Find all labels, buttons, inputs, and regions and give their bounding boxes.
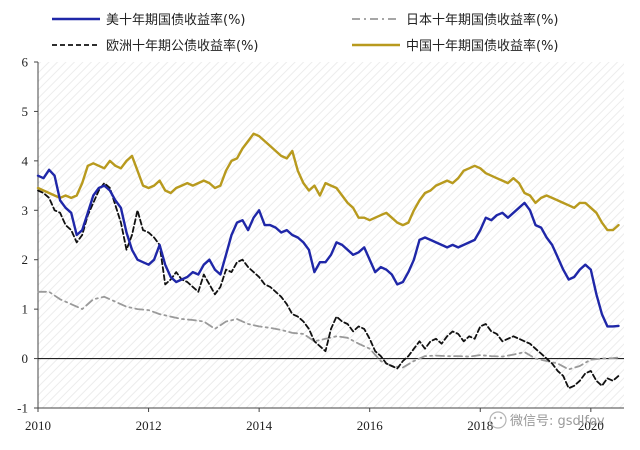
y-tick-label: 4 <box>22 153 29 168</box>
y-tick-label: -1 <box>17 401 28 416</box>
y-tick-label: 1 <box>22 302 29 317</box>
legend-label-europe: 欧洲十年期公债收益率(%) <box>106 38 259 54</box>
x-tick-label: 2014 <box>246 418 273 433</box>
watermark-text: 微信号: gsdlfov <box>510 414 605 429</box>
y-tick-label: 0 <box>22 351 29 366</box>
x-tick-label: 2016 <box>357 418 384 433</box>
legend-label-japan: 日本十年期国债收益率(%) <box>406 12 559 28</box>
y-tick-label: 2 <box>22 252 29 267</box>
wechat-icon-eye-left <box>493 416 497 420</box>
series-line-us <box>36 168 620 328</box>
x-tick-label: 2010 <box>25 418 51 433</box>
series-lines <box>36 132 620 390</box>
wechat-icon <box>489 411 507 429</box>
legend-label-us: 美十年期国债收益率(%) <box>106 12 246 28</box>
legend-label-china: 中国十年期国债收益率(%) <box>406 38 559 54</box>
wechat-icon-eye-right <box>499 416 503 420</box>
axes: -1 0 1 2 3 4 5 6 2010 2012 2014 2016 2018 2020 <box>17 55 624 433</box>
watermark: 微信号: gsdlfov <box>489 411 605 429</box>
plot-background <box>38 62 624 408</box>
legend: 美十年期国债收益率(%) 日本十年期国债收益率(%) 欧洲十年期公债收益率(%)… <box>52 12 559 54</box>
series-line-europe <box>37 182 620 390</box>
y-tick-label: 3 <box>22 203 29 218</box>
y-tick-label: 5 <box>22 104 29 119</box>
x-tick-label: 2018 <box>467 418 493 433</box>
x-tick-label: 2020 <box>578 418 604 433</box>
y-tick-label: 6 <box>22 55 29 70</box>
series-line-china <box>36 132 620 232</box>
series-line-japan <box>37 290 620 371</box>
x-tick-label: 2012 <box>136 418 162 433</box>
